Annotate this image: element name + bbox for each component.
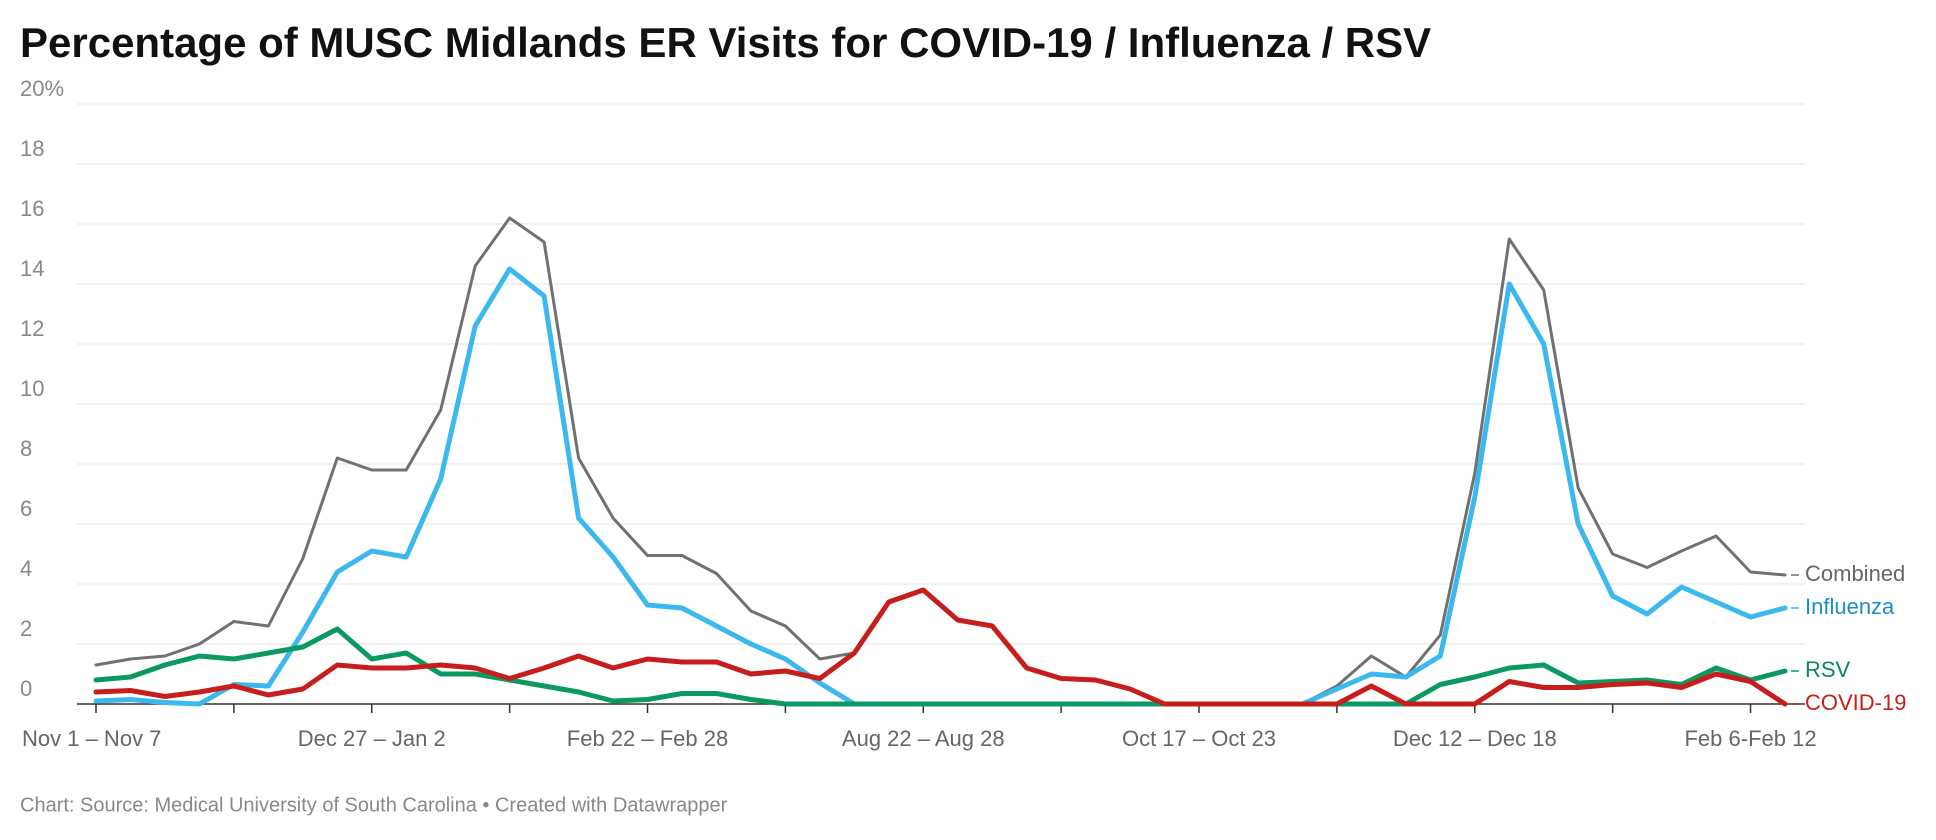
y-tick-label: 0 bbox=[20, 676, 32, 701]
x-tick-label: Dec 27 – Jan 2 bbox=[298, 726, 446, 751]
series-line bbox=[93, 626, 1788, 707]
series-label: COVID-19 bbox=[1805, 690, 1906, 715]
x-tick-label: Oct 17 – Oct 23 bbox=[1122, 726, 1276, 751]
series-label: Influenza bbox=[1805, 594, 1895, 619]
series-label: RSV bbox=[1805, 657, 1851, 682]
y-tick-label: 16 bbox=[20, 196, 44, 221]
series-line bbox=[93, 587, 1788, 707]
x-tick-label: Feb 22 – Feb 28 bbox=[567, 726, 728, 751]
y-tick-label: 8 bbox=[20, 436, 32, 461]
y-tick-label: 18 bbox=[20, 136, 44, 161]
y-tick-label: 10 bbox=[20, 376, 44, 401]
source-note: Chart: Source: Medical University of Sou… bbox=[20, 794, 728, 816]
y-tick-label: 20% bbox=[20, 76, 64, 101]
x-tick-label: Nov 1 – Nov 7 bbox=[22, 726, 161, 751]
y-tick-label: 12 bbox=[20, 316, 44, 341]
chart-title: Percentage of MUSC Midlands ER Visits fo… bbox=[20, 19, 1431, 66]
y-tick-label: 6 bbox=[20, 496, 32, 521]
series-line bbox=[94, 216, 1787, 706]
series-label: Combined bbox=[1805, 561, 1905, 586]
y-tick-label: 2 bbox=[20, 616, 32, 641]
x-tick-label: Aug 22 – Aug 28 bbox=[842, 726, 1005, 751]
y-tick-label: 4 bbox=[20, 556, 32, 581]
x-tick-label: Dec 12 – Dec 18 bbox=[1393, 726, 1557, 751]
y-tick-label: 14 bbox=[20, 256, 44, 281]
x-tick-label: Feb 6-Feb 12 bbox=[1684, 726, 1816, 751]
